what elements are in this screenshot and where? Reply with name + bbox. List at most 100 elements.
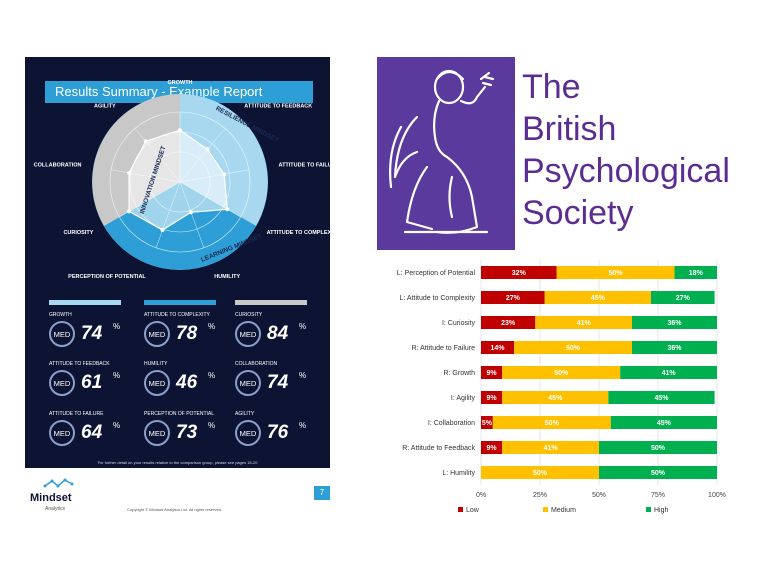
bps-line-4: Society (522, 194, 634, 232)
metric-card: ATTITUDE TO FEEDBACK MED 61% (49, 361, 139, 405)
bar-value-label: 45% (591, 295, 606, 302)
radar-label: ATTITUDE TO FAILURE (279, 163, 331, 169)
legend-label: Medium (551, 507, 576, 514)
radar-label: COLLABORATION (34, 163, 82, 169)
bar-value-label: 50% (554, 370, 569, 377)
bar-segment-medium (514, 341, 632, 354)
bar-segment-high (610, 416, 717, 429)
bar-value-label: 9% (487, 395, 498, 402)
bps-logo-emblem (377, 57, 515, 250)
metric-unit: % (113, 371, 121, 380)
bar-segment-medium (502, 441, 599, 454)
bar-value-label: 32% (512, 270, 527, 277)
radar-point (160, 228, 165, 232)
bar-segment-low (481, 341, 514, 354)
metric-value: 76 (267, 422, 289, 443)
radar-point (225, 207, 230, 212)
metric-value: 64 (81, 422, 103, 443)
metric-ring-icon (49, 420, 75, 446)
bar-value-label: 41% (577, 320, 592, 327)
psyche-figure-icon (389, 69, 495, 234)
report-footnote: For further detail on your results relat… (97, 460, 258, 465)
metric-med-label: MED (239, 330, 257, 339)
metric-ring-icon (49, 370, 75, 396)
bar-value-label: 41% (662, 370, 677, 377)
bar-segment-medium (481, 466, 599, 479)
metric-value: 78 (176, 323, 198, 344)
category-label: L: Humility (442, 470, 475, 477)
bar-value-label: 5% (482, 420, 493, 427)
bar-value-label: 36% (667, 320, 682, 327)
bar-value-label: 9% (487, 370, 498, 377)
metric-unit: % (208, 322, 216, 331)
brand-sub: Analytics (45, 506, 66, 512)
bar-value-label: 14% (490, 345, 505, 352)
metric-med-label: MED (148, 379, 166, 388)
metric-med-label: MED (239, 379, 257, 388)
bar-value-label: 45% (548, 395, 563, 402)
metric-value: 74 (267, 372, 289, 393)
radar-profile (128, 129, 228, 231)
bar-segment-low (481, 366, 503, 379)
bar-segment-low (481, 416, 493, 429)
legend-swatch (458, 507, 463, 512)
bps-line-2: British (522, 110, 617, 148)
metric-unit: % (113, 322, 121, 331)
bar-segment-low (481, 441, 503, 454)
radar-point (189, 210, 193, 215)
metric-med-label: MED (148, 330, 166, 339)
bar-segment-medium (502, 391, 609, 404)
metric-value: 73 (176, 422, 198, 443)
radar-point (222, 172, 227, 177)
metric-ring-icon (235, 420, 261, 446)
metric-card: ATTITUDE TO FAILURE MED 64% (49, 411, 139, 455)
radar-label: AGILITY (94, 103, 116, 109)
bar-value-label: 45% (654, 395, 669, 402)
bar-segment-high (620, 366, 717, 379)
category-label: R: Growth (443, 370, 475, 377)
metric-med-label: MED (53, 330, 71, 339)
metric-unit: % (299, 421, 307, 430)
legend-label: High (654, 507, 669, 514)
metric-label: ATTITUDE TO FAILURE (49, 411, 104, 417)
metric-unit: % (208, 371, 216, 380)
page-number: 7 (314, 486, 330, 500)
metric-card: ATTITUDE TO COMPLEXITY MED 78% (144, 312, 234, 356)
metric-ring-icon (144, 321, 170, 347)
bar-segment-high (650, 291, 715, 304)
report-title-bar: Results Summary - Example Report (45, 81, 313, 103)
radar-point (205, 147, 210, 152)
bar-segment-high (599, 466, 717, 479)
x-tick-label: 0% (476, 492, 486, 499)
bps-line-1: The (522, 68, 581, 106)
bar-segment-high (632, 316, 717, 329)
metric-value: 74 (81, 323, 103, 344)
bar-segment-high (674, 266, 717, 279)
radar-label: CURIOSITY (63, 230, 93, 236)
category-label: R: Attitude to Failure (412, 345, 476, 352)
metric-value: 61 (81, 372, 103, 393)
metric-med-label: MED (148, 429, 166, 438)
bar-segment-high (632, 341, 717, 354)
metric-card: PERCEPTION OF POTENTIAL MED 73% (144, 411, 234, 455)
bar-segment-low (481, 316, 536, 329)
x-tick-label: 25% (533, 492, 547, 499)
metric-value: 46 (176, 372, 198, 393)
metric-label: ATTITUDE TO FEEDBACK (49, 361, 110, 367)
metric-med-label: MED (53, 429, 71, 438)
metric-ring-icon (235, 370, 261, 396)
metric-med-label: MED (239, 429, 257, 438)
bar-segment-medium (492, 416, 611, 429)
resilience-column-bar (49, 300, 121, 305)
metric-label: HUMILITY (144, 361, 168, 367)
bar-value-label: 50% (533, 470, 548, 477)
bar-segment-high (608, 391, 715, 404)
bar-value-label: 41% (544, 445, 559, 452)
bar-value-label: 50% (651, 445, 666, 452)
category-label: L: Attitude to Complexity (400, 295, 476, 302)
bar-segment-medium (502, 366, 621, 379)
radar-label: ATTITUDE TO COMPLEXITY (267, 230, 330, 236)
bar-value-label: 27% (676, 295, 691, 302)
metric-label: PERCEPTION OF POTENTIAL (144, 411, 215, 417)
metric-card: COLLABORATION MED 74% (235, 361, 325, 405)
